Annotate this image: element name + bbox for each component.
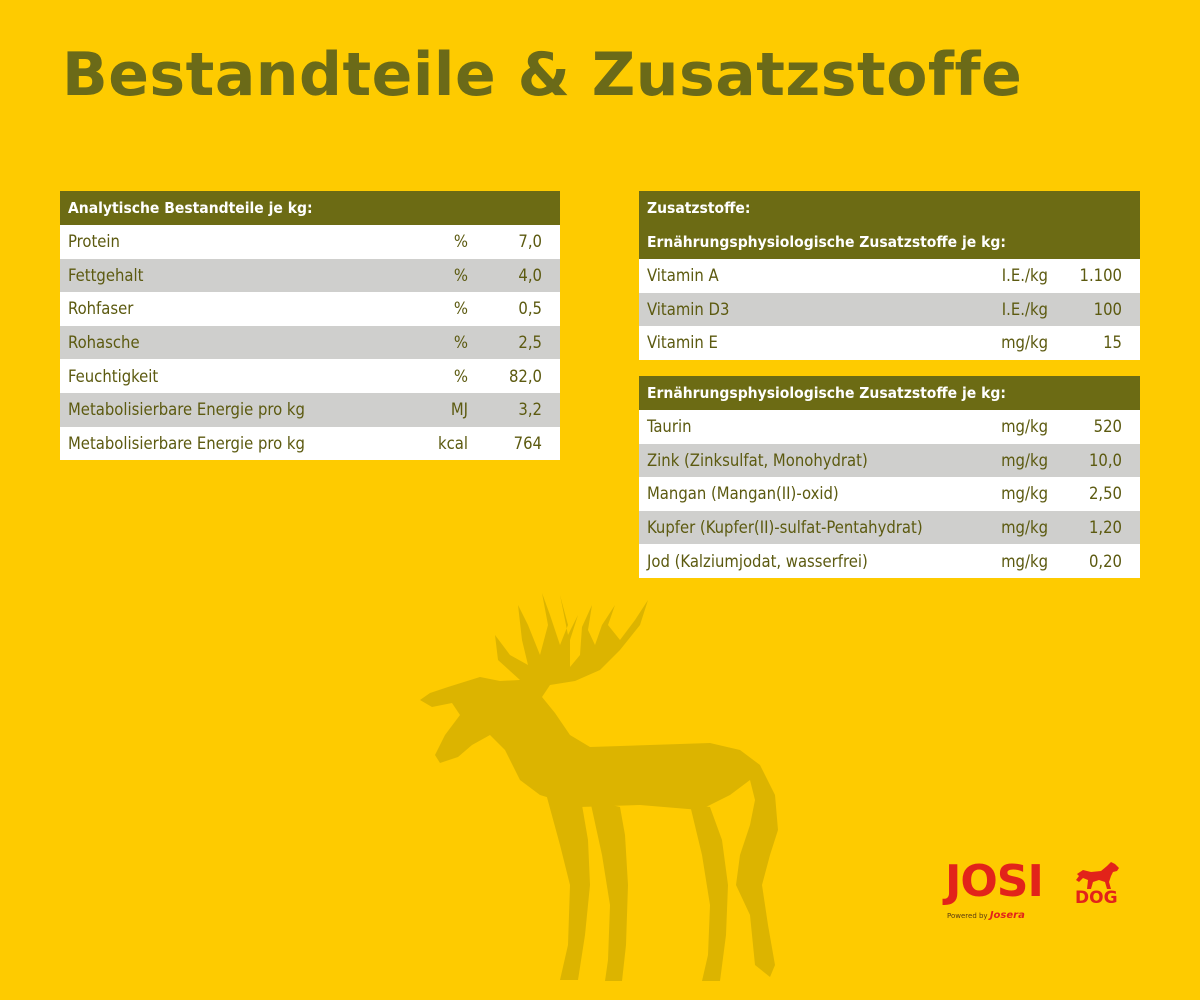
- row-unit: %: [453, 232, 468, 252]
- row-value: 1,20: [1088, 518, 1122, 538]
- table-row: Metabolisierbare Energie pro kg kcal 764: [60, 426, 560, 461]
- row-value: 3,2: [518, 400, 542, 420]
- table-row: Jod (Kalziumjodat, wasserfrei) mg/kg 0,2…: [639, 544, 1140, 578]
- additives-table-minerals: Ernährungsphysiologische Zusatzstoffe je…: [639, 376, 1140, 578]
- row-value: 4,0: [518, 265, 542, 285]
- additives-table-vitamins: Zusatzstoffe: Ernährungsphysiologische Z…: [639, 191, 1140, 360]
- nutritional-additives-header: Ernährungsphysiologische Zusatzstoffe je…: [639, 225, 1140, 259]
- analytics-header: Analytische Bestandteile je kg:: [60, 191, 560, 225]
- row-label: Protein: [68, 232, 120, 252]
- analytics-table: Analytische Bestandteile je kg: Protein …: [60, 191, 560, 461]
- nutritional-additives-header: Ernährungsphysiologische Zusatzstoffe je…: [639, 376, 1140, 410]
- row-value: 520: [1093, 417, 1122, 437]
- row-label: Rohasche: [68, 333, 140, 353]
- table-row: Kupfer (Kupfer(II)-sulfat-Pentahydrat) m…: [639, 510, 1140, 545]
- row-unit: kcal: [438, 433, 468, 453]
- table-row: Vitamin A I.E./kg 1.100: [639, 259, 1140, 293]
- row-unit: %: [453, 366, 468, 386]
- table-row: Metabolisierbare Energie pro kg MJ 3,2: [60, 392, 560, 427]
- table-row: Mangan (Mangan(II)-oxid) mg/kg 2,50: [639, 477, 1140, 511]
- row-label: Fettgehalt: [68, 265, 144, 285]
- row-label: Vitamin E: [647, 333, 718, 353]
- page-title: Bestandteile & Zusatzstoffe: [62, 40, 1023, 110]
- row-unit: mg/kg: [1001, 551, 1048, 571]
- row-value: 7,0: [518, 232, 542, 252]
- row-unit: mg/kg: [1001, 450, 1048, 470]
- row-unit: I.E./kg: [1001, 299, 1048, 319]
- row-unit: mg/kg: [1001, 484, 1048, 504]
- row-unit: mg/kg: [1001, 333, 1048, 353]
- row-label: Metabolisierbare Energie pro kg: [68, 433, 305, 453]
- table-row: Rohfaser % 0,5: [60, 292, 560, 326]
- logo-dog-text: DOG: [1075, 888, 1118, 908]
- row-value: 1.100: [1079, 266, 1122, 286]
- row-value: 0,5: [518, 299, 542, 319]
- table-row: Rohasche % 2,5: [60, 325, 560, 360]
- row-unit: %: [453, 299, 468, 319]
- logo-tagline: Powered by Josera: [947, 910, 1025, 921]
- table-row: Vitamin D3 I.E./kg 100: [639, 292, 1140, 327]
- row-label: Kupfer (Kupfer(II)-sulfat-Pentahydrat): [647, 518, 923, 538]
- row-value: 2,5: [518, 333, 542, 353]
- row-label: Zink (Zinksulfat, Monohydrat): [647, 450, 868, 470]
- row-unit: mg/kg: [1001, 518, 1048, 538]
- row-label: Mangan (Mangan(II)-oxid): [647, 484, 839, 504]
- row-unit: %: [453, 265, 468, 285]
- table-row: Feuchtigkeit % 82,0: [60, 359, 560, 393]
- table-row: Taurin mg/kg 520: [639, 410, 1140, 444]
- table-row: Fettgehalt % 4,0: [60, 258, 560, 293]
- brand-text: Josera: [989, 910, 1025, 921]
- table-row: Zink (Zinksulfat, Monohydrat) mg/kg 10,0: [639, 443, 1140, 478]
- logo-josi-text: JOSI: [945, 856, 1044, 907]
- row-value: 100: [1093, 299, 1122, 319]
- row-unit: %: [453, 333, 468, 353]
- row-label: Vitamin D3: [647, 299, 730, 319]
- row-label: Feuchtigkeit: [68, 366, 159, 386]
- row-label: Metabolisierbare Energie pro kg: [68, 400, 305, 420]
- row-value: 2,50: [1088, 484, 1122, 504]
- row-label: Vitamin A: [647, 266, 719, 286]
- row-value: 15: [1103, 333, 1122, 353]
- table-row: Protein % 7,0: [60, 225, 560, 259]
- powered-by-text: Powered by: [947, 912, 988, 920]
- table-row: Vitamin E mg/kg 15: [639, 326, 1140, 360]
- row-unit: MJ: [450, 400, 468, 420]
- additives-header: Zusatzstoffe:: [639, 191, 1140, 225]
- row-unit: I.E./kg: [1001, 266, 1048, 286]
- row-unit: mg/kg: [1001, 417, 1048, 437]
- row-value: 82,0: [508, 366, 542, 386]
- row-value: 764: [513, 433, 542, 453]
- josidog-logo: JOSI DOG Powered by Josera: [945, 860, 1119, 921]
- row-value: 10,0: [1088, 450, 1122, 470]
- row-label: Taurin: [647, 417, 692, 437]
- deer-silhouette-icon: [420, 593, 778, 981]
- dog-icon: [1076, 862, 1119, 889]
- row-value: 0,20: [1088, 551, 1122, 571]
- row-label: Jod (Kalziumjodat, wasserfrei): [647, 551, 868, 571]
- row-label: Rohfaser: [68, 299, 134, 319]
